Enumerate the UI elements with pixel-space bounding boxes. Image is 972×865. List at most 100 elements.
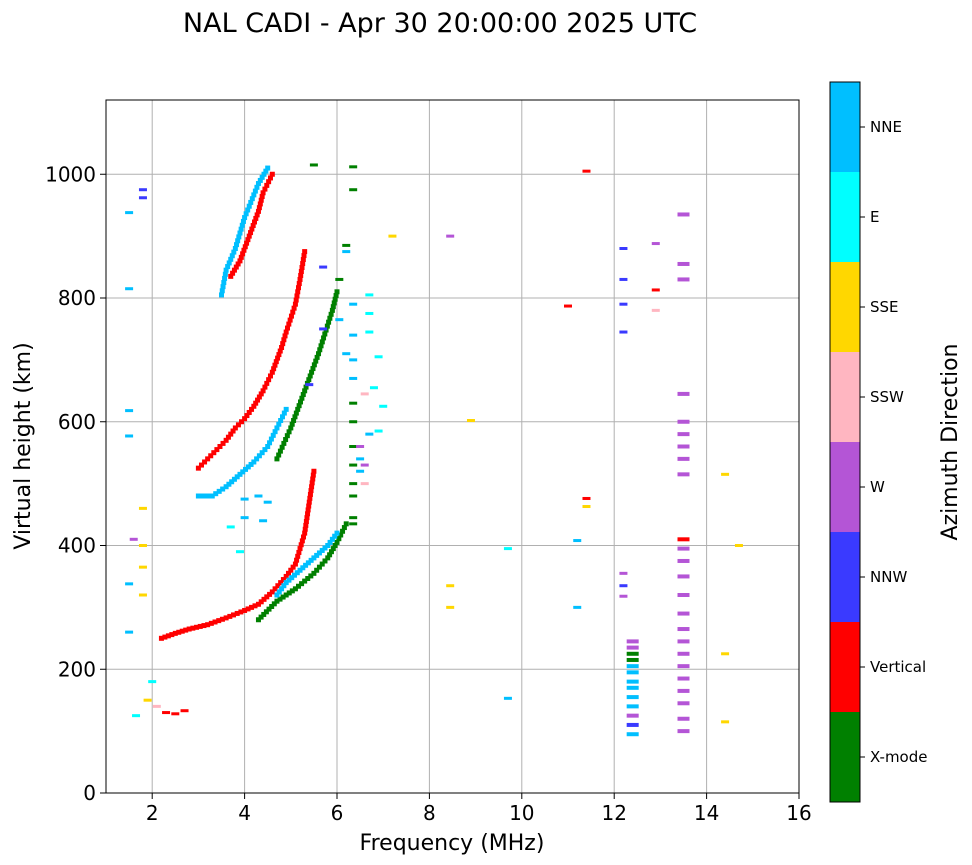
data-point <box>242 215 248 221</box>
data-point <box>285 325 290 331</box>
data-point <box>311 468 317 474</box>
colorbar-swatch <box>830 352 860 442</box>
data-point <box>282 333 288 339</box>
data-point <box>330 304 336 310</box>
data-point <box>254 212 260 218</box>
data-point <box>302 249 308 255</box>
data-point <box>342 250 351 254</box>
data-point <box>619 330 628 334</box>
data-point <box>272 429 278 435</box>
data-point <box>677 419 690 424</box>
data-point <box>290 309 296 315</box>
data-point <box>232 425 238 431</box>
data-point <box>283 592 289 598</box>
data-point <box>271 366 277 372</box>
data-point <box>233 264 239 270</box>
data-point <box>651 242 660 246</box>
data-point <box>292 414 298 420</box>
data-point <box>129 537 138 541</box>
data-point <box>251 459 257 465</box>
data-point <box>212 619 218 625</box>
data-point <box>319 265 328 269</box>
data-point <box>349 333 358 337</box>
data-point <box>340 528 346 534</box>
data-point <box>259 519 268 523</box>
data-point <box>263 609 269 615</box>
data-point <box>349 165 358 169</box>
x-tick-label: 4 <box>238 801 251 825</box>
data-point <box>258 599 264 605</box>
data-point <box>721 472 730 476</box>
data-point <box>251 192 257 198</box>
data-point <box>257 177 263 183</box>
data-point <box>258 197 264 203</box>
data-point <box>266 377 272 383</box>
data-point <box>219 288 225 294</box>
data-point <box>283 573 289 579</box>
data-point <box>311 362 317 368</box>
data-point <box>165 633 171 639</box>
data-point <box>162 634 168 640</box>
data-point <box>342 243 351 247</box>
data-point <box>316 351 322 357</box>
y-tick-label: 1000 <box>45 162 96 186</box>
data-point <box>251 403 257 409</box>
data-point <box>626 732 639 737</box>
data-point <box>234 242 240 248</box>
data-point <box>349 188 358 192</box>
data-point <box>216 488 222 494</box>
data-point <box>246 233 252 239</box>
data-point <box>278 418 284 424</box>
data-point <box>230 428 236 434</box>
data-point <box>290 564 296 570</box>
data-point <box>195 493 201 499</box>
data-point <box>619 302 628 306</box>
data-point <box>283 329 289 335</box>
data-point <box>245 464 251 470</box>
data-point <box>311 555 317 561</box>
data-point <box>309 484 315 490</box>
data-point <box>349 463 358 467</box>
data-point <box>245 606 251 612</box>
data-point <box>249 196 255 202</box>
data-point <box>263 500 272 504</box>
data-point <box>239 222 245 228</box>
data-point <box>305 576 311 581</box>
data-point <box>227 613 233 619</box>
data-point <box>223 615 229 621</box>
data-point <box>228 273 234 279</box>
data-point <box>334 530 340 536</box>
data-point <box>235 422 241 428</box>
data-point <box>280 594 286 600</box>
data-point <box>305 560 311 566</box>
data-point <box>573 539 582 543</box>
data-point <box>326 319 332 325</box>
data-point <box>379 404 388 408</box>
data-point <box>619 594 628 598</box>
data-point <box>221 280 227 286</box>
data-point <box>293 410 299 416</box>
data-point <box>245 207 251 213</box>
data-point <box>242 607 248 613</box>
data-point <box>262 447 268 453</box>
data-point <box>308 557 314 563</box>
data-point <box>302 530 308 536</box>
data-point <box>238 254 244 260</box>
data-point <box>264 594 270 600</box>
data-point <box>240 218 246 224</box>
data-point <box>277 448 283 454</box>
data-point <box>319 561 325 567</box>
data-point <box>205 622 211 628</box>
data-point <box>677 537 690 542</box>
data-point <box>243 211 249 217</box>
data-point <box>677 651 690 656</box>
data-point <box>677 558 690 563</box>
data-point <box>238 226 244 232</box>
data-point <box>245 237 251 243</box>
data-point <box>296 549 302 555</box>
x-axis: 2 4 6 8 10 12 14 16 <box>146 793 812 825</box>
data-point <box>220 284 226 290</box>
data-point <box>365 311 374 315</box>
data-point <box>260 388 266 394</box>
colorbar-label: Azimuth Direction <box>938 343 963 540</box>
